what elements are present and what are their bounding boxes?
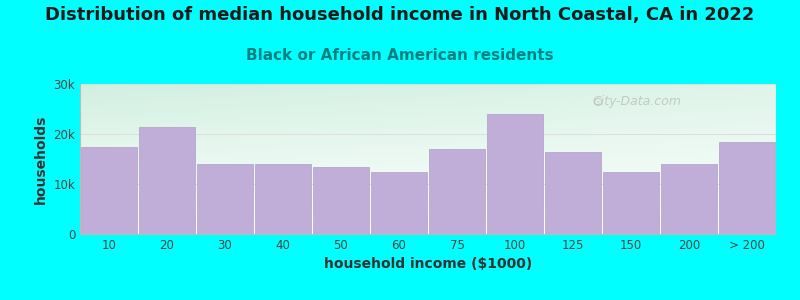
Bar xyxy=(81,146,137,234)
Bar xyxy=(371,172,427,234)
Text: Black or African American residents: Black or African American residents xyxy=(246,48,554,63)
Y-axis label: households: households xyxy=(34,114,48,204)
Text: City-Data.com: City-Data.com xyxy=(592,95,682,109)
Bar xyxy=(255,164,311,234)
Bar xyxy=(719,142,775,234)
Bar xyxy=(487,114,543,234)
Text: Distribution of median household income in North Coastal, CA in 2022: Distribution of median household income … xyxy=(46,6,754,24)
Bar xyxy=(603,172,659,234)
Text: ⊙: ⊙ xyxy=(594,95,604,109)
Bar xyxy=(313,167,369,234)
X-axis label: household income ($1000): household income ($1000) xyxy=(324,257,532,272)
Bar xyxy=(139,127,195,234)
Bar xyxy=(429,149,485,234)
Bar xyxy=(197,164,253,234)
Bar xyxy=(545,152,601,234)
Bar xyxy=(661,164,717,234)
